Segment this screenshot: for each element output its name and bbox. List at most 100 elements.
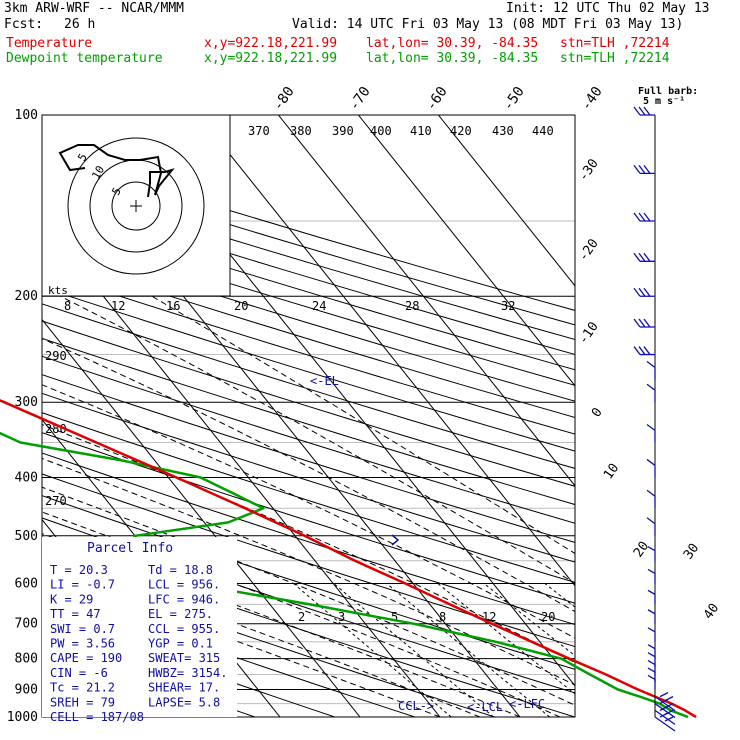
- dry-adiabat-260: [42, 588, 415, 717]
- parcel-info-left-1: LI = -0.7: [50, 578, 115, 592]
- wind-barb-225: [633, 318, 655, 328]
- dewpoint-latlon: lat,lon= 30.39, -84.35: [366, 51, 539, 66]
- wind-barb-300: [646, 383, 656, 403]
- parcel-info-left-4: SWI = 0.7: [50, 622, 115, 636]
- wind-barb-600: [647, 568, 656, 584]
- hodograph-speed-label-12: 12: [111, 299, 125, 313]
- dry-adiabat-400: [42, 303, 575, 469]
- dry-adiabat-330: [42, 432, 575, 604]
- dry-adiabat-380: [42, 337, 575, 506]
- wind-barb-125: [633, 164, 655, 174]
- wind-barb-175: [633, 252, 655, 262]
- temperature-curve: [0, 399, 697, 719]
- mixing-ratio-label-3: 3: [338, 610, 345, 624]
- dewpoint-series-label: Dewpoint temperature: [6, 51, 163, 66]
- parcel-info-right-6: SWEAT= 315: [148, 651, 220, 665]
- isotherm-label--40: -40: [578, 84, 606, 114]
- el-marker: <-EL: [310, 374, 339, 388]
- plot-frame: [41, 114, 576, 718]
- moist-adiabat-10: [42, 486, 575, 706]
- init-time: Init: 12 UTC Thu 02 May 13: [506, 1, 710, 16]
- wind-barb-450: [646, 489, 656, 509]
- moist-adiabat-15: [42, 457, 575, 686]
- dry-adiabat-460: [42, 208, 575, 371]
- hodograph-speed-label-28: 28: [405, 299, 419, 313]
- isotherm-label--80: -80: [270, 84, 298, 114]
- isotherm-label-30: 30: [681, 541, 702, 562]
- isotherm-label-10: 10: [601, 461, 622, 482]
- parcel-tick: [391, 534, 400, 546]
- dry-adiabat-340: [42, 412, 575, 583]
- parcel-info-right-1: LCL = 956.: [148, 578, 220, 592]
- parcel-info-right-5: YGP = 0.1: [148, 637, 213, 651]
- dry-adiabat-410: [42, 286, 575, 452]
- isotherm-20: [197, 115, 575, 587]
- pressure-label-100: 100: [15, 108, 38, 123]
- mixing-ratio-label-5: 5: [391, 610, 398, 624]
- dry-adiabat-450: [42, 223, 575, 386]
- isotherm-label--20: -20: [576, 236, 602, 264]
- wind-barb-550: [647, 546, 656, 561]
- mixing-ratio-8: [437, 583, 575, 695]
- mixing-ratio-label-20: 20: [541, 610, 555, 624]
- moist-adiabat--5: [42, 552, 481, 717]
- moist-adiabat-25: [42, 384, 575, 639]
- theta-label-430: 430: [492, 124, 514, 138]
- hodograph-speed-label-24: 24: [312, 299, 326, 313]
- pressure-label-400: 400: [15, 470, 38, 485]
- valid-time: Valid: 14 UTC Fri 03 May 13 (08 MDT Fri …: [292, 17, 684, 32]
- theta-label-390: 390: [332, 124, 354, 138]
- hodograph-speed-label-8: 8: [64, 299, 71, 313]
- pressure-label-900: 900: [15, 682, 38, 697]
- dry-adiabat-430: [42, 254, 575, 419]
- parcel-info-left-10: CELL = 187/08: [50, 710, 144, 724]
- barb-legend-title: Full barb:: [638, 86, 698, 97]
- pressure-label-500: 500: [15, 529, 38, 544]
- isotherm--10: [42, 218, 441, 717]
- mixing-ratio-20: [544, 583, 575, 608]
- isotherm-label--10: -10: [576, 319, 602, 347]
- pressure-label-300: 300: [15, 395, 38, 410]
- dry-adiabat-270: [42, 564, 495, 717]
- parcel-info-right-8: SHEAR= 17.: [148, 681, 220, 695]
- pressure-label-700: 700: [15, 617, 38, 632]
- parcel-info-right-2: LFC = 946.: [148, 592, 220, 606]
- mixing-ratio-2: [293, 583, 452, 717]
- lfc-marker: <-LFC: [509, 697, 545, 711]
- mixing-ratio-5: [386, 583, 551, 717]
- hodograph-ring-3: [67, 137, 205, 275]
- wind-barb-275: [646, 360, 656, 380]
- theta-label-290: 290: [45, 349, 67, 363]
- barb-legend-value: 5 m s⁻¹: [643, 96, 685, 107]
- dry-adiabat-320: [42, 452, 575, 626]
- wind-barb-925: [654, 692, 676, 712]
- temp-xy: x,y=922.18,221.99: [204, 36, 338, 51]
- wind-barb-650: [647, 589, 656, 605]
- parcel-info-box: [42, 537, 237, 717]
- dewpoint-station: stn=TLH ,72214: [560, 51, 670, 66]
- isotherm-label--70: -70: [346, 84, 374, 114]
- dry-adiabat-350: [42, 392, 575, 563]
- wind-barb-150: [633, 212, 655, 222]
- wind-barb-400: [646, 458, 656, 478]
- wind-barb-500: [646, 517, 656, 536]
- wind-barb-350: [646, 424, 656, 443]
- theta-label-270: 270: [45, 494, 67, 508]
- parcel-info-right-9: LAPSE= 5.8: [148, 695, 220, 709]
- isotherm-label--50: -50: [500, 84, 528, 114]
- mixing-ratio-label-8: 8: [439, 610, 446, 624]
- wind-barb-750: [647, 627, 656, 642]
- parcel-info-left-8: Tc = 21.2: [50, 681, 115, 695]
- wind-barb-800: [647, 644, 656, 659]
- lcl-marker: <-LCL: [467, 700, 503, 714]
- parcel-info-left-5: PW = 3.56: [50, 637, 115, 651]
- isotherm-label--60: -60: [423, 84, 451, 114]
- isotherm-40: [357, 115, 575, 387]
- theta-label-420: 420: [450, 124, 472, 138]
- pressure-label-200: 200: [15, 289, 38, 304]
- parcel-info-right-7: HWBZ= 3154.: [148, 666, 227, 680]
- parcel-info-left-6: CAPE = 190: [50, 651, 122, 665]
- isotherm-50: [437, 115, 575, 287]
